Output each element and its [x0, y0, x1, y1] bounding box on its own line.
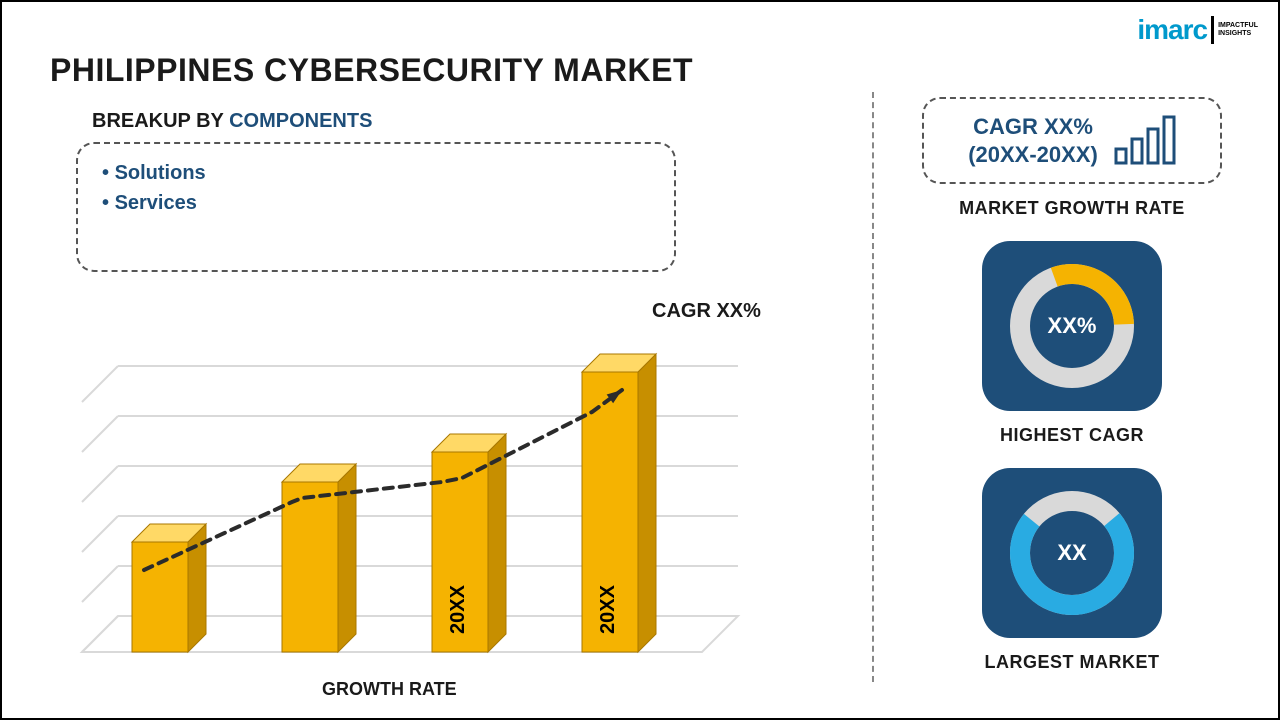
largest-market-label: LARGEST MARKET	[985, 652, 1160, 673]
breakup-item: Solutions	[102, 158, 650, 188]
svg-text:20XX: 20XX	[447, 584, 469, 634]
breakup-heading: BREAKUP BY COMPONENTS	[92, 110, 372, 133]
brand-logo: imarc IMPACTFULINSIGHTS	[1137, 14, 1258, 46]
logo-tagline: IMPACTFULINSIGHTS	[1218, 22, 1258, 37]
market-growth-rate-label: MARKET GROWTH RATE	[959, 198, 1185, 219]
breakup-box: Solutions Services	[76, 142, 676, 272]
bars-icon	[1114, 115, 1176, 167]
growth-chart-caption: GROWTH RATE	[322, 679, 457, 700]
growth-chart: 20XX 20XX	[62, 302, 762, 682]
logo-divider	[1211, 16, 1214, 44]
highest-cagr-value: XX%	[1048, 313, 1097, 339]
trend-label: CAGR XX%	[652, 300, 761, 323]
svg-text:20XX: 20XX	[597, 584, 619, 634]
highest-cagr-tile: XX%	[982, 241, 1162, 411]
breakup-item: Services	[102, 188, 650, 218]
vertical-divider	[872, 92, 874, 682]
page-title: PHILIPPINES CYBERSECURITY MARKET	[50, 52, 693, 89]
largest-market-value: XX	[1057, 540, 1086, 566]
logo-text: imarc	[1137, 14, 1207, 46]
breakup-list: Solutions Services	[102, 158, 650, 218]
cagr-box: CAGR XX%(20XX-20XX)	[922, 97, 1222, 184]
growth-chart-svg: 20XX 20XX	[62, 302, 762, 682]
largest-market-tile: XX	[982, 468, 1162, 638]
cagr-box-text: CAGR XX%(20XX-20XX)	[968, 113, 1098, 168]
highest-cagr-label: HIGHEST CAGR	[1000, 425, 1144, 446]
sidebar: CAGR XX%(20XX-20XX) MARKET GROWTH RATE X…	[902, 97, 1242, 673]
